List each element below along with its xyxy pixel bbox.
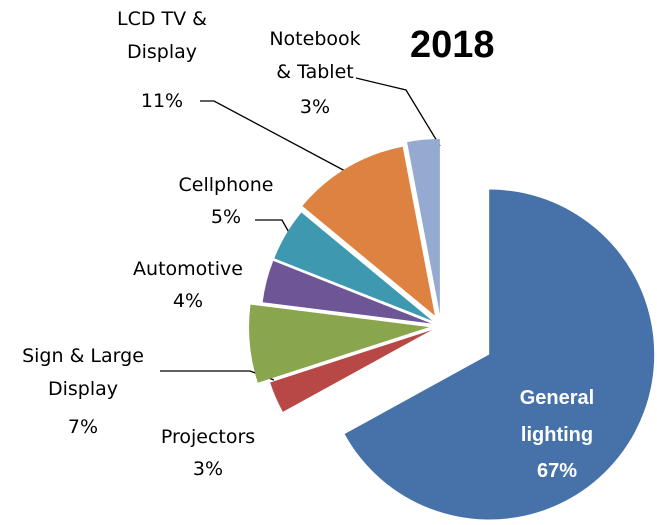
leader-line xyxy=(200,100,363,181)
slice-label: Projectors xyxy=(160,426,256,448)
leader-line xyxy=(355,77,441,147)
slice-value-label: 7% xyxy=(67,416,99,438)
slice-value-label: 3% xyxy=(299,96,331,118)
slice-value-label: 5% xyxy=(210,206,242,228)
slice-value-label: 3% xyxy=(192,458,224,480)
slice-label: LCD TV & Display xyxy=(117,8,207,63)
slice-label: General lighting xyxy=(519,387,595,446)
pie-slice xyxy=(270,329,432,412)
slice-label: Notebook & Tablet xyxy=(269,28,361,83)
pie-slice xyxy=(274,212,433,321)
chart-title: 2018 xyxy=(410,24,495,66)
slice-label: Sign & Large Display xyxy=(22,345,144,400)
slice-value-label: 67% xyxy=(536,460,578,482)
leader-line xyxy=(255,219,292,237)
pie-slice xyxy=(407,139,440,315)
pie-slice xyxy=(262,260,432,324)
slice-label: Automotive xyxy=(133,258,243,280)
slice-value-label: 11% xyxy=(140,90,184,112)
pie-slice xyxy=(344,189,655,520)
pie-slice xyxy=(302,146,435,316)
slice-value-label: 4% xyxy=(172,290,204,312)
slice-label: Cellphone xyxy=(178,174,274,196)
pie-slice xyxy=(249,304,430,383)
